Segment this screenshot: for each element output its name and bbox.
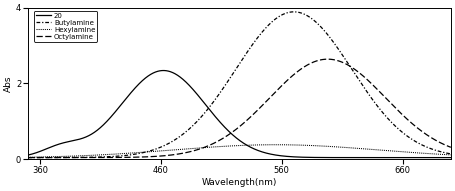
Y-axis label: Abs: Abs [4, 75, 13, 92]
Legend: 20, Butylamine, Hexylamine, Octylamine: 20, Butylamine, Hexylamine, Octylamine [34, 11, 97, 42]
X-axis label: Wavelength(nm): Wavelength(nm) [202, 178, 277, 187]
